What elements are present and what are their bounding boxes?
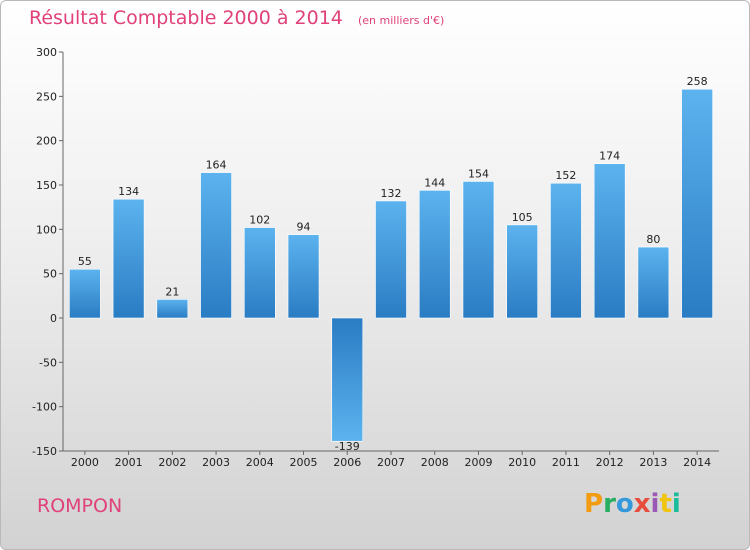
bar-2014: [681, 88, 713, 319]
x-tick-label: 2001: [115, 456, 143, 469]
x-tick-label: 2004: [246, 456, 274, 469]
x-tick-label: 2013: [639, 456, 667, 469]
chart-axes: -150 -100 -50 0 50 100 150 200 250 300 2000 2001 200…: [32, 46, 719, 469]
x-tick-label: 2006: [333, 456, 361, 469]
chart-value-labels: 55 134 21 164 102 94 -139 132 144 154 105 152 174 80 2…: [78, 75, 708, 453]
bar-2006: [331, 317, 364, 442]
bar-2002: [156, 299, 189, 319]
value-label-2013: 80: [646, 233, 660, 246]
y-tick-label: 150: [36, 179, 57, 192]
value-label-2011: 152: [555, 169, 576, 182]
bar-2008: [418, 190, 451, 319]
bar-2003: [200, 172, 232, 319]
x-tick-label: 2008: [421, 456, 449, 469]
y-tick-label: 50: [43, 268, 57, 281]
logo-letter: i: [650, 489, 660, 519]
value-label-2012: 174: [599, 150, 620, 163]
value-label-2010: 105: [512, 211, 533, 224]
value-label-2008: 144: [424, 176, 445, 189]
x-tick-label: 2012: [596, 456, 624, 469]
bar-2007: [375, 200, 407, 319]
chart-title-main: Résultat Comptable 2000 à 2014: [29, 7, 343, 29]
x-tick-label: 2003: [202, 456, 230, 469]
value-label-2006: -139: [335, 440, 360, 453]
x-tick-label: 2000: [71, 456, 99, 469]
x-tick-label: 2014: [683, 456, 711, 469]
bar-2001: [112, 198, 145, 319]
y-tick-label: -50: [39, 356, 57, 369]
chart-title: Résultat Comptable 2000 à 2014 (en milli…: [29, 7, 444, 29]
logo-letter: x: [633, 489, 651, 519]
y-tick-label: 200: [36, 135, 57, 148]
logo-letter: t: [659, 489, 672, 519]
bar-2013: [637, 246, 670, 319]
y-tick-label: 100: [36, 223, 57, 236]
value-label-2002: 21: [165, 285, 179, 298]
proxiti-logo: Proxiti: [584, 489, 681, 519]
x-tick-label: 2007: [377, 456, 405, 469]
bar-2004: [244, 227, 276, 319]
chart-title-unit: (en milliers d'€): [357, 14, 445, 27]
x-tick-label: 2002: [158, 456, 186, 469]
value-label-2001: 134: [118, 185, 139, 198]
y-tick-label: 0: [50, 312, 57, 325]
y-tick-label: -100: [32, 401, 57, 414]
bar-2011: [550, 182, 582, 319]
bar-2010: [506, 224, 539, 319]
value-label-2003: 164: [206, 159, 227, 172]
value-label-2000: 55: [78, 255, 92, 268]
y-tick-label: 250: [36, 90, 57, 103]
commune-name: ROMPON: [37, 495, 123, 517]
value-label-2007: 132: [381, 187, 402, 200]
bar-2009: [462, 181, 495, 319]
bar-2005: [287, 234, 320, 319]
value-label-2005: 94: [297, 221, 311, 234]
bar-2012: [593, 163, 626, 319]
logo-letter: i: [671, 489, 681, 519]
logo-letter: r: [603, 489, 616, 519]
chart-bars: [69, 88, 713, 442]
value-label-2014: 258: [687, 75, 708, 88]
bar-2000: [69, 268, 101, 319]
logo-letter: P: [584, 489, 604, 519]
value-label-2004: 102: [249, 214, 270, 227]
x-tick-label: 2011: [552, 456, 580, 469]
x-tick-label: 2010: [508, 456, 536, 469]
y-tick-label: 300: [36, 46, 57, 59]
value-label-2009: 154: [468, 167, 489, 180]
logo-letter: o: [615, 489, 634, 519]
y-tick-label: -150: [32, 445, 57, 458]
x-tick-label: 2005: [290, 456, 318, 469]
x-tick-label: 2009: [464, 456, 492, 469]
